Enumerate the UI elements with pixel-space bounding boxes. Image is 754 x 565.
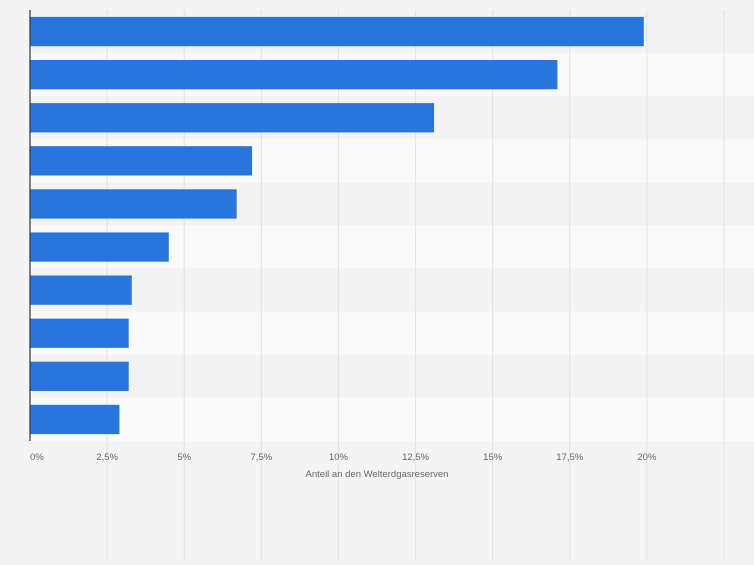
x-tick-label: 12,5% [402, 452, 429, 463]
bar[interactable] [30, 275, 132, 305]
x-tick-label: 17,5% [556, 452, 583, 463]
row-band [30, 311, 754, 355]
row-band [30, 354, 754, 398]
x-axis-title: Anteil an den Welterdgasreserven [306, 469, 449, 480]
bar[interactable] [30, 404, 120, 435]
x-tick-label: 0% [30, 452, 44, 463]
bar[interactable] [30, 189, 237, 219]
bars [30, 16, 644, 435]
bar[interactable] [30, 103, 435, 133]
x-tick-label: 10% [329, 452, 349, 463]
row-band [30, 268, 754, 312]
bar[interactable] [30, 361, 129, 392]
bar[interactable] [30, 318, 129, 348]
x-tick-label: 2,5% [96, 452, 118, 463]
x-tick-label: 5% [177, 452, 191, 463]
bar[interactable] [30, 232, 169, 262]
bar[interactable] [30, 146, 253, 176]
x-tick-label: 7,5% [251, 452, 273, 463]
row-band [30, 397, 754, 441]
x-tick-label: 15% [483, 452, 503, 463]
x-tick-label: 20% [637, 452, 657, 463]
bar[interactable] [30, 16, 644, 47]
x-axis-tick-labels: 0% 2,5% 5% 7,5% 10% 12,5% 15% 17,5% 20% [30, 452, 657, 463]
bar[interactable] [30, 59, 558, 90]
